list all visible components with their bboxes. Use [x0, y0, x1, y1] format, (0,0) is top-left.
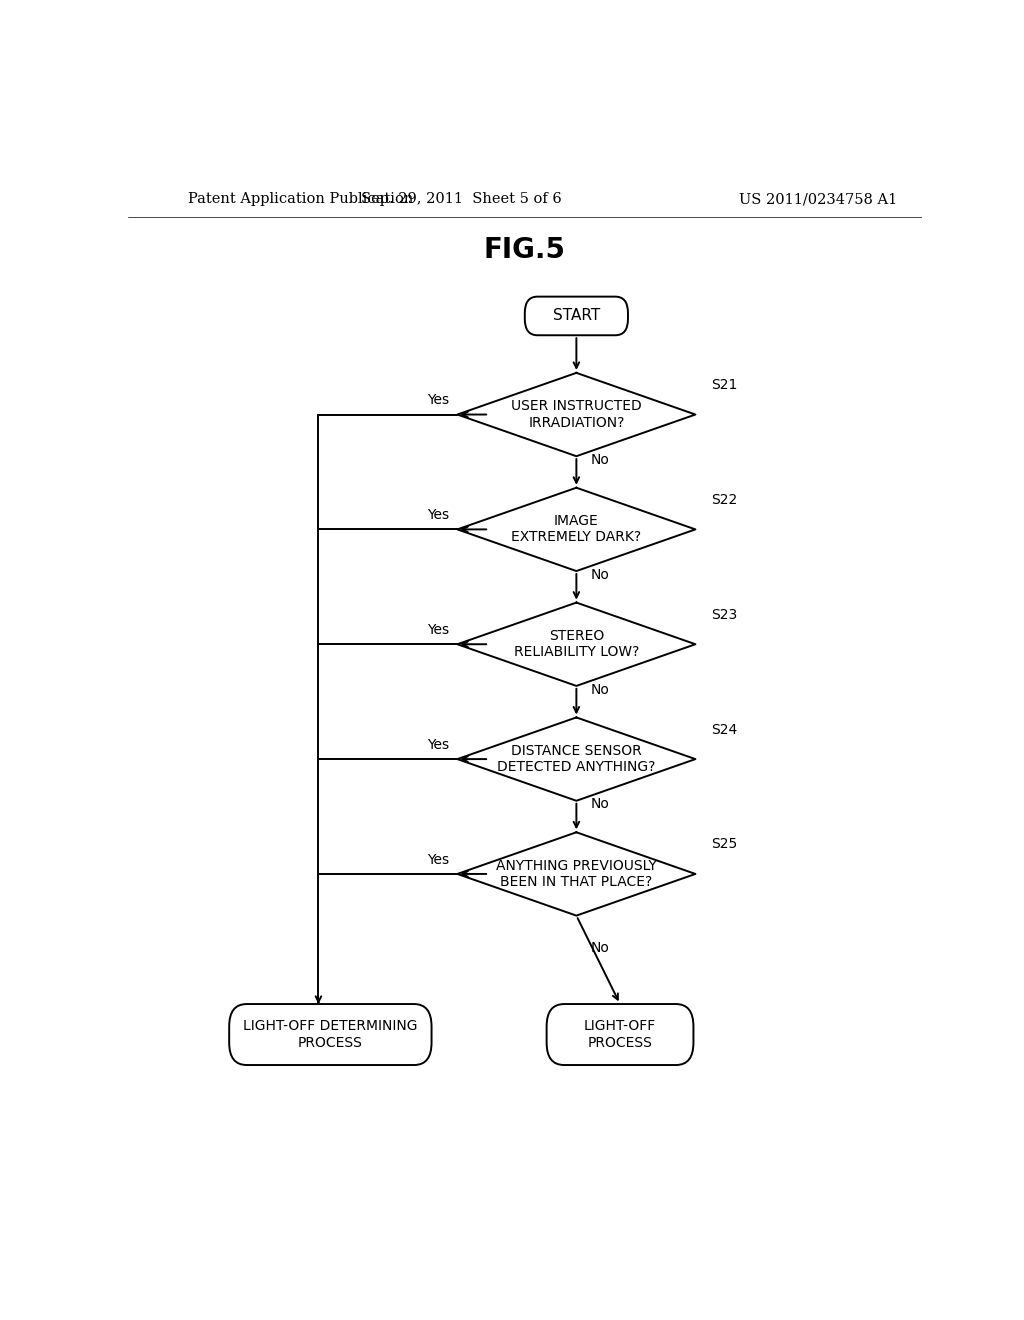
- Text: Yes: Yes: [427, 508, 450, 523]
- Text: Yes: Yes: [427, 393, 450, 408]
- Text: START: START: [553, 309, 600, 323]
- Text: FIG.5: FIG.5: [483, 236, 566, 264]
- FancyBboxPatch shape: [229, 1005, 431, 1065]
- Text: S25: S25: [712, 837, 737, 851]
- Polygon shape: [458, 372, 695, 457]
- Polygon shape: [458, 718, 695, 801]
- Text: Sep. 29, 2011  Sheet 5 of 6: Sep. 29, 2011 Sheet 5 of 6: [360, 191, 562, 206]
- FancyBboxPatch shape: [524, 297, 628, 335]
- Text: Patent Application Publication: Patent Application Publication: [187, 191, 413, 206]
- Text: Yes: Yes: [427, 738, 450, 752]
- Text: No: No: [591, 797, 609, 812]
- Text: USER INSTRUCTED
IRRADIATION?: USER INSTRUCTED IRRADIATION?: [511, 400, 642, 429]
- Text: LIGHT-OFF DETERMINING
PROCESS: LIGHT-OFF DETERMINING PROCESS: [243, 1019, 418, 1049]
- Text: LIGHT-OFF
PROCESS: LIGHT-OFF PROCESS: [584, 1019, 656, 1049]
- FancyBboxPatch shape: [547, 1005, 693, 1065]
- Text: Yes: Yes: [427, 853, 450, 867]
- Polygon shape: [458, 833, 695, 916]
- Text: No: No: [591, 941, 609, 954]
- Text: No: No: [591, 568, 609, 582]
- Text: STEREO
RELIABILITY LOW?: STEREO RELIABILITY LOW?: [514, 630, 639, 659]
- Text: IMAGE
EXTREMELY DARK?: IMAGE EXTREMELY DARK?: [511, 515, 641, 544]
- Text: Yes: Yes: [427, 623, 450, 638]
- Text: S23: S23: [712, 607, 737, 622]
- Text: DISTANCE SENSOR
DETECTED ANYTHING?: DISTANCE SENSOR DETECTED ANYTHING?: [498, 744, 655, 775]
- Text: No: No: [591, 682, 609, 697]
- Text: S21: S21: [712, 378, 737, 392]
- Text: No: No: [591, 453, 609, 467]
- Polygon shape: [458, 602, 695, 686]
- Text: ANYTHING PREVIOUSLY
BEEN IN THAT PLACE?: ANYTHING PREVIOUSLY BEEN IN THAT PLACE?: [496, 859, 656, 890]
- Text: US 2011/0234758 A1: US 2011/0234758 A1: [739, 191, 898, 206]
- Text: S22: S22: [712, 492, 737, 507]
- Text: S24: S24: [712, 722, 737, 737]
- Polygon shape: [458, 487, 695, 572]
